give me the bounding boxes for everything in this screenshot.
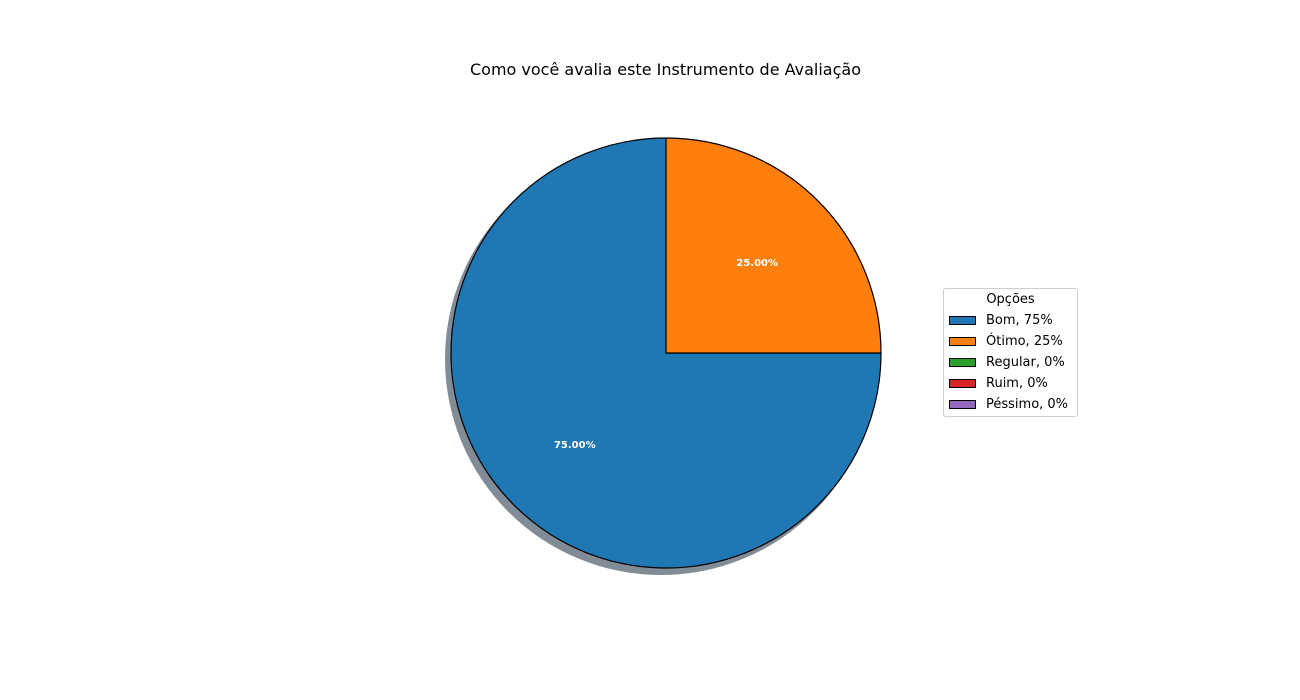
legend-label-4: Péssimo, 0%: [986, 397, 1069, 412]
pie-slices: [450, 137, 882, 569]
legend-item-2: Regular, 0%: [944, 352, 1077, 373]
legend-label-3: Ruim, 0%: [986, 376, 1048, 391]
legend-swatch-4: [949, 400, 976, 409]
pie-slice-label-1: 25.00%: [736, 258, 778, 269]
legend-swatch-3: [949, 379, 976, 388]
legend-item-0: Bom, 75%: [944, 310, 1077, 331]
legend-label-2: Regular, 0%: [986, 355, 1065, 370]
pie-labels: 75.00% 25.00%: [554, 258, 778, 451]
legend-item-4: Péssimo, 0%: [944, 394, 1077, 415]
pie-slice-label-0: 75.00%: [554, 440, 596, 451]
legend: Opções Bom, 75% Ótimo, 25% Regular, 0% Ruim…: [943, 288, 1078, 417]
legend-swatch-2: [949, 358, 976, 367]
legend-items: Bom, 75% Ótimo, 25% Regular, 0% Ruim, 0% Pés…: [944, 310, 1077, 415]
legend-swatch-1: [949, 337, 976, 346]
pie-slice-0: [450, 137, 882, 569]
pie-slice-1: [665, 137, 882, 354]
legend-item-3: Ruim, 0%: [944, 373, 1077, 394]
legend-label-0: Bom, 75%: [986, 313, 1053, 328]
legend-swatch-0: [949, 316, 976, 325]
legend-item-1: Ótimo, 25%: [944, 331, 1077, 352]
legend-title: Opções: [986, 292, 1035, 307]
chart-title: Como você avalia este Instrumento de Ava…: [469, 60, 861, 79]
legend-label-1: Ótimo, 25%: [986, 334, 1063, 349]
